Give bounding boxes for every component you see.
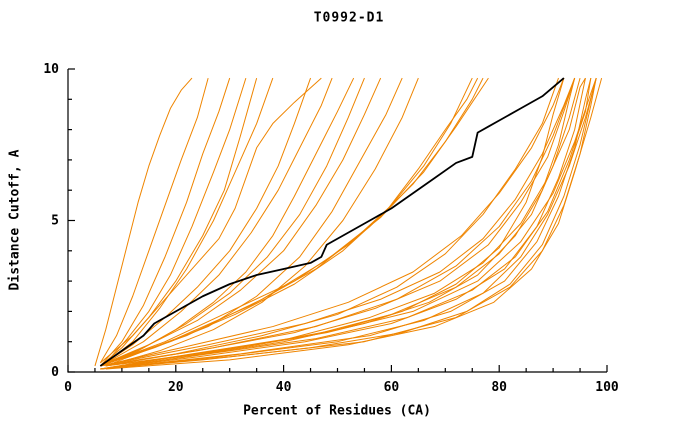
chart-title: T0992-D1	[313, 10, 385, 26]
model-curve	[100, 77, 597, 370]
model-curve	[105, 77, 274, 364]
model-curve	[94, 77, 193, 367]
x-tick-label: 40	[276, 380, 292, 395]
x-tick-label: 100	[595, 380, 619, 395]
highlighted-model-curve	[99, 77, 565, 367]
model-curve	[100, 77, 597, 370]
model-curve	[105, 77, 382, 364]
x-tick-label: 20	[168, 380, 184, 395]
model-curve	[100, 77, 258, 367]
model-curve	[100, 77, 592, 370]
x-axis-label: Percent of Residues (CA)	[243, 403, 431, 419]
model-curve	[105, 77, 479, 364]
model-curve	[105, 77, 581, 367]
x-tick-label: 0	[64, 380, 72, 395]
model-curve	[100, 78, 592, 370]
model-curve	[105, 77, 419, 367]
y-tick-label: 10	[43, 62, 59, 77]
model-curve	[100, 77, 355, 367]
model-curve	[105, 77, 576, 367]
y-tick-label: 0	[51, 365, 59, 380]
x-tick-label: 80	[491, 380, 507, 395]
y-axis-label: Distance Cutoff, A	[7, 149, 23, 291]
model-curve	[100, 77, 403, 367]
model-curve	[105, 77, 603, 370]
model-curve	[100, 77, 322, 364]
model-curve	[105, 77, 247, 364]
model-curve	[100, 77, 565, 367]
y-tick-label: 5	[51, 214, 59, 229]
model-curve	[99, 77, 231, 367]
model-curve	[100, 77, 586, 370]
model-curve	[100, 77, 473, 367]
model-curve	[100, 77, 576, 370]
model-curve	[105, 77, 333, 364]
model-curve	[100, 77, 576, 367]
model-curve	[100, 77, 559, 367]
x-tick-label: 60	[384, 380, 400, 395]
model-curve	[99, 77, 209, 364]
model-curve	[100, 77, 576, 367]
model-curve	[100, 77, 586, 370]
